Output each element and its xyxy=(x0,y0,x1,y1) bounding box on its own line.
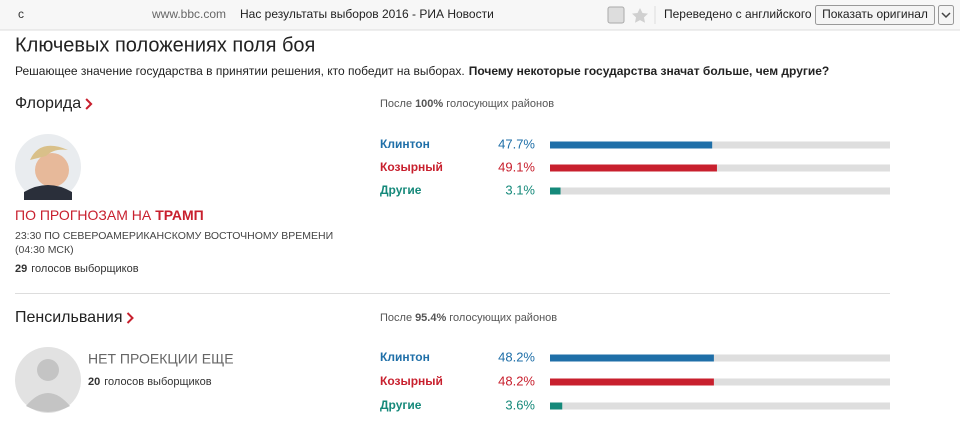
state-chevron xyxy=(85,98,93,110)
candidate-percent: 3.6% xyxy=(505,397,535,412)
subtitle-link[interactable]: Почему некоторые государства значат боль… xyxy=(469,64,830,78)
bar-track xyxy=(550,378,890,386)
electoral-votes-number: 20 xyxy=(88,376,100,388)
projection-winner: ТРАМП xyxy=(155,207,204,223)
bar xyxy=(550,141,713,149)
candidate-percent: 48.2% xyxy=(498,349,535,364)
reporting-value: 100% xyxy=(415,98,443,110)
state-chevron xyxy=(126,312,134,324)
bar-track xyxy=(550,402,890,410)
translate-menu[interactable] xyxy=(938,5,954,25)
projection-prefix: ПО ПРОГНОЗАМ НА xyxy=(15,207,152,223)
bar-track xyxy=(550,141,890,149)
reporting-value: 95.4% xyxy=(415,312,446,324)
candidate-name: Клинтон xyxy=(380,350,430,364)
domain: www.bbc.com xyxy=(151,7,226,21)
bar-track xyxy=(550,164,890,172)
candidate-percent: 48.2% xyxy=(498,373,535,388)
bar xyxy=(550,164,717,172)
candidate-percent: 49.1% xyxy=(498,159,535,174)
candidate-name: Козырный xyxy=(380,160,443,174)
call-time-msk: (04:30 МСК) xyxy=(15,244,74,256)
subtitle: Решающее значение государства в принятии… xyxy=(15,64,829,78)
state-name[interactable]: Пенсильвания xyxy=(15,309,123,326)
reporting-suffix: голосующих районов xyxy=(446,98,554,110)
bookmark-star[interactable] xyxy=(632,8,648,23)
photo-hair xyxy=(30,145,68,160)
subtitle-text: Решающее значение государства в принятии… xyxy=(15,64,465,78)
show-original-button[interactable] xyxy=(815,5,935,25)
electoral-votes: 29 голосов выборщиков xyxy=(15,263,139,275)
electoral-votes: 20 голосов выборщиков xyxy=(88,376,212,388)
show-original-label[interactable]: Показать оригинал xyxy=(822,7,928,21)
state-name[interactable]: Флорида xyxy=(15,95,81,112)
page-title: Нас результаты выборов 2016 - РИА Новост… xyxy=(240,7,494,21)
candidate-percent: 3.1% xyxy=(505,182,535,197)
bar xyxy=(550,378,714,386)
menu-arrow xyxy=(941,12,951,19)
browser-bar xyxy=(0,0,960,30)
reporting: После 100% голосующих районов xyxy=(380,98,554,110)
bar-track xyxy=(550,354,890,362)
electoral-votes-label: голосов выборщиков xyxy=(31,263,138,275)
candidate-name: Другие xyxy=(380,183,422,197)
electoral-votes-number: 29 xyxy=(15,263,27,275)
reload-icon: c xyxy=(18,7,24,21)
bar xyxy=(550,187,561,195)
bar-track xyxy=(550,187,890,195)
candidate-name: Клинтон xyxy=(380,137,430,151)
reporting: После 95.4% голосующих районов xyxy=(380,312,557,324)
candidate-name: Другие xyxy=(380,398,422,412)
candidate-name: Козырный xyxy=(380,374,443,388)
photo-face xyxy=(35,153,69,187)
projection: НЕТ ПРОЕКЦИИ ЕЩЕ xyxy=(88,351,234,367)
translate-icon[interactable] xyxy=(607,6,625,24)
avatar-body xyxy=(26,393,70,412)
projection: ПО ПРОГНОЗАМ НА ТРАМП xyxy=(15,207,204,223)
translated-note: Переведено с английского xyxy=(664,7,812,21)
candidate-percent: 47.7% xyxy=(498,136,535,151)
bar xyxy=(550,402,563,410)
reporting-prefix: После xyxy=(380,98,412,110)
avatar-head xyxy=(37,359,59,381)
title: Ключевых положениях поля боя xyxy=(15,34,315,56)
call-time: 23:30 ПО СЕВЕРОАМЕРИКАНСКОМУ ВОСТОЧНОМУ … xyxy=(15,230,333,242)
bar xyxy=(550,354,714,362)
photo-suit xyxy=(24,185,72,200)
reporting-suffix: голосующих районов xyxy=(449,312,557,324)
reporting-prefix: После xyxy=(380,312,412,324)
electoral-votes-label: голосов выборщиков xyxy=(104,376,211,388)
